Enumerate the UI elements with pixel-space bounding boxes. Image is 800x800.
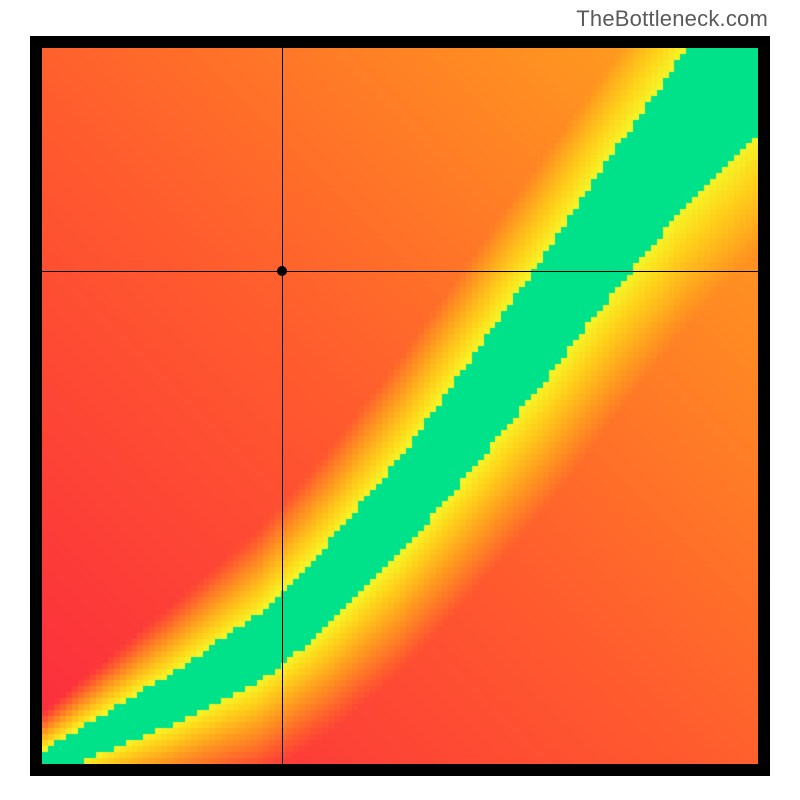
plot-area	[42, 48, 758, 764]
marker-dot	[277, 266, 287, 276]
watermark-text: TheBottleneck.com	[576, 6, 768, 32]
crosshair-horizontal	[42, 271, 758, 272]
plot-frame	[30, 36, 770, 776]
crosshair-vertical	[282, 48, 283, 764]
heatmap-canvas	[42, 48, 758, 764]
figure-container: TheBottleneck.com	[0, 0, 800, 800]
